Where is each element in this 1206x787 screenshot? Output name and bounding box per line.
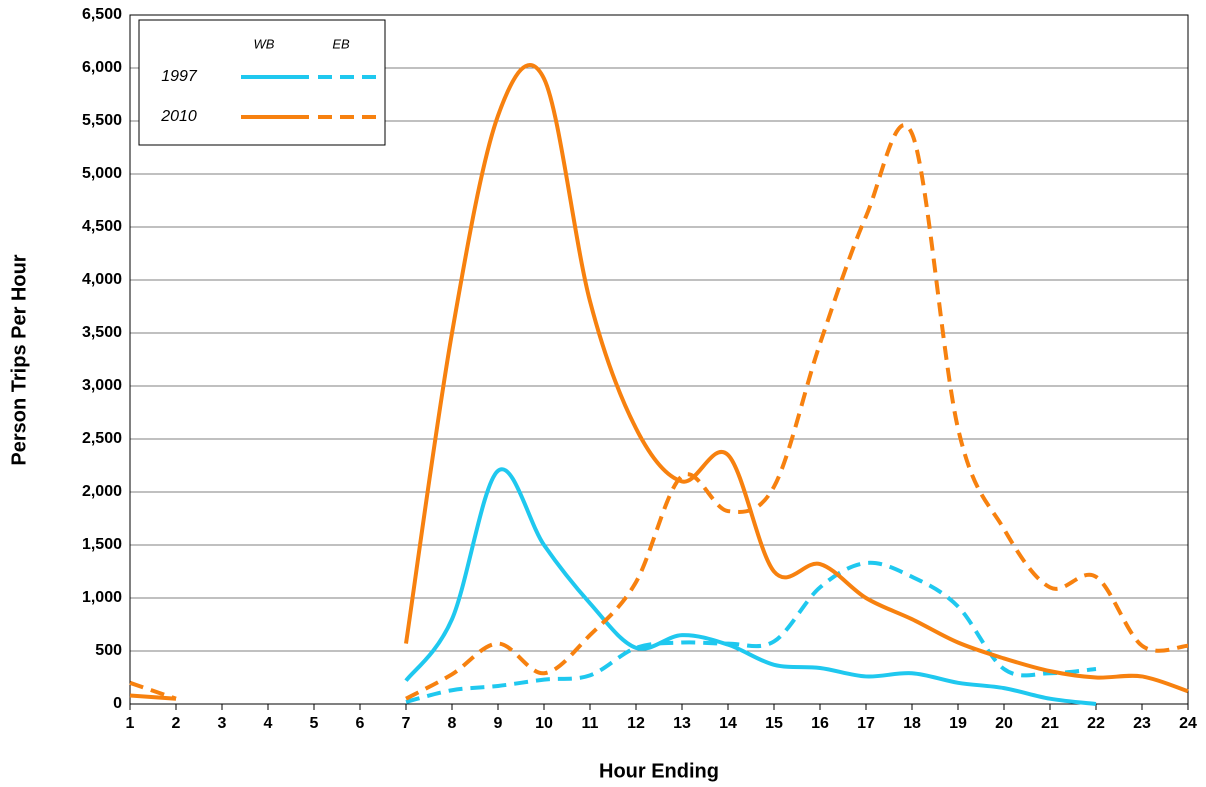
legend-header: WB xyxy=(254,36,275,51)
legend: 1997 WB EB 2010 xyxy=(138,19,386,146)
x-tick-label: 2 xyxy=(172,715,181,732)
y-tick-label: 0 xyxy=(113,695,122,712)
x-tick-label: 18 xyxy=(903,715,921,732)
y-tick-label: 1,000 xyxy=(82,589,122,606)
y-axis-title: Person Trips Per Hour xyxy=(8,254,30,465)
y-tick-label: 3,500 xyxy=(82,324,122,341)
legend-header: EB xyxy=(332,36,350,51)
x-tick-label: 17 xyxy=(857,715,875,732)
x-tick-label: 21 xyxy=(1041,715,1059,732)
y-tick-label: 1,500 xyxy=(82,536,122,553)
legend-box xyxy=(138,19,386,146)
series-line xyxy=(405,560,1097,704)
x-tick-label: 7 xyxy=(402,715,411,732)
y-tick-label: 2,000 xyxy=(82,483,122,500)
y-tick-label: 5,000 xyxy=(82,165,122,182)
x-tick-label: 5 xyxy=(310,715,319,732)
x-tick-label: 12 xyxy=(627,715,645,732)
y-tick-label: 6,500 xyxy=(82,6,122,23)
legend-label: 2010 xyxy=(160,108,197,125)
series-line xyxy=(404,467,1097,706)
x-tick-label: 23 xyxy=(1133,715,1151,732)
x-axis-title: Hour Ending xyxy=(599,760,719,782)
x-tick-label: 11 xyxy=(582,715,599,732)
x-tick-label: 13 xyxy=(673,715,691,732)
y-tick-label: 6,000 xyxy=(82,59,122,76)
y-tick-label: 500 xyxy=(95,642,122,659)
y-tick-label: 4,000 xyxy=(82,271,122,288)
series-line xyxy=(129,63,1189,701)
x-tick-label: 4 xyxy=(264,715,273,732)
x-tick-label: 6 xyxy=(356,715,365,732)
y-tick-label: 3,000 xyxy=(82,377,122,394)
x-tick-label: 15 xyxy=(765,715,783,732)
x-tick-label: 24 xyxy=(1179,715,1197,732)
legend-label: 1997 xyxy=(161,68,198,85)
y-tick-label: 2,500 xyxy=(82,430,122,447)
x-tick-label: 10 xyxy=(535,715,553,732)
x-tick-label: 8 xyxy=(448,715,457,732)
x-tick-label: 14 xyxy=(719,715,737,732)
x-tick-label: 19 xyxy=(949,715,967,732)
x-tick-label: 16 xyxy=(811,715,829,732)
x-tick-label: 1 xyxy=(126,715,135,732)
x-tick-label: 20 xyxy=(995,715,1013,732)
plot-border xyxy=(129,14,1189,705)
series-line xyxy=(129,123,1189,701)
x-tick-label: 22 xyxy=(1087,715,1105,732)
x-tick-label: 9 xyxy=(494,715,503,732)
x-tick-label: 3 xyxy=(218,715,227,732)
y-tick-label: 5,500 xyxy=(82,112,122,129)
y-tick-label: 4,500 xyxy=(82,218,122,235)
